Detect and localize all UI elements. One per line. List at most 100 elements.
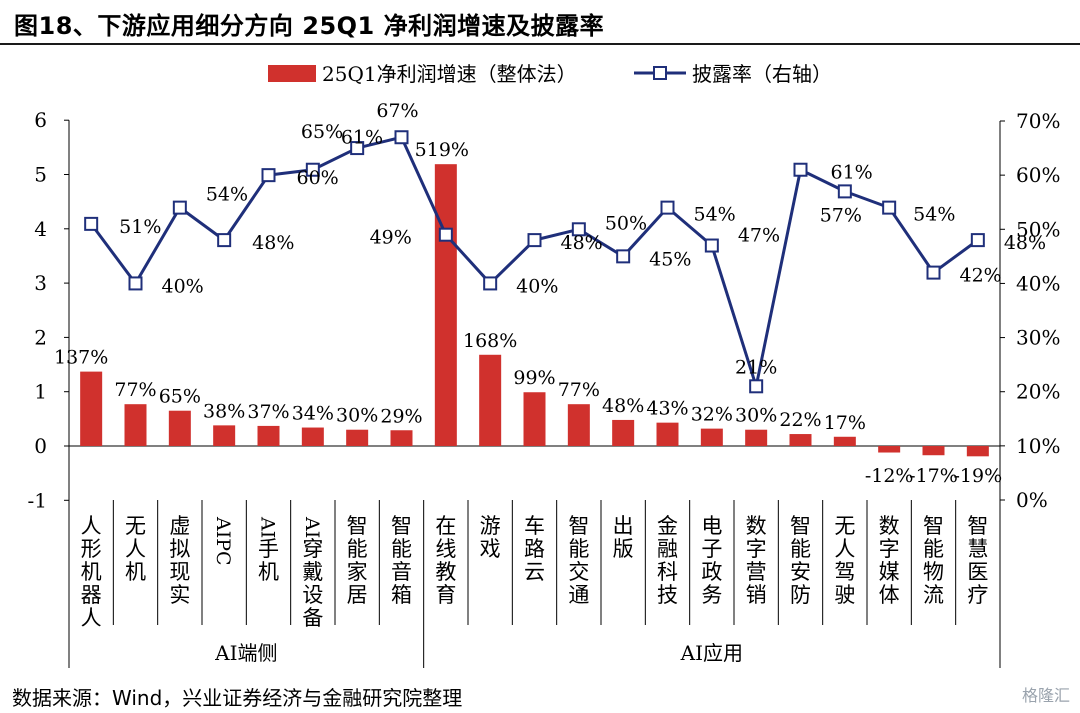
right-tick-label: 50% <box>1016 217 1060 241</box>
category-label-char: 无 <box>834 514 855 538</box>
bar <box>700 428 723 446</box>
category-label-char: 戏 <box>480 537 501 561</box>
left-tick-label: 6 <box>34 108 47 132</box>
line-data-label: 40% <box>516 275 558 297</box>
bar-data-label: -12% <box>865 465 914 487</box>
line-data-label: 54% <box>206 184 248 206</box>
category-label-char: 智 <box>923 514 944 538</box>
category-label-char: 智 <box>967 514 988 538</box>
bar-data-label: 38% <box>203 400 245 422</box>
category-label-char: 智 <box>347 514 368 538</box>
line-data-label: 51% <box>119 216 161 238</box>
right-tick-label: 40% <box>1016 271 1060 295</box>
category-label-char: 戴 <box>302 560 323 584</box>
line-point-marker <box>970 233 985 248</box>
category-label-char: 人 <box>81 514 102 538</box>
line-point-marker <box>217 233 232 248</box>
legend-line-label: 披露率（右轴） <box>692 62 832 86</box>
right-tick-label: 10% <box>1016 434 1060 458</box>
bar <box>80 371 103 446</box>
category-label-char: 能 <box>347 537 368 561</box>
category-label-char: 金 <box>657 514 678 538</box>
category-label-char: 备 <box>302 606 323 630</box>
line-point-marker <box>704 238 719 253</box>
line-point-marker <box>394 130 409 145</box>
category-label-char: 箱 <box>391 583 412 607</box>
line-data-label: 54% <box>694 204 736 226</box>
bar-data-label: 77% <box>558 379 600 401</box>
line-data-label: 60% <box>297 167 339 189</box>
category-label-char: 智 <box>391 514 412 538</box>
line-data-label: 48% <box>252 232 294 254</box>
category-label-char: 驾 <box>834 560 855 584</box>
category-label-char: 音 <box>391 560 412 584</box>
category-label-char: 电 <box>701 514 722 538</box>
title-divider <box>0 43 1080 45</box>
bar-data-label: 519% <box>415 139 469 161</box>
line-point-marker <box>527 233 542 248</box>
bar-data-label: 32% <box>691 404 733 426</box>
category-label-char: 手 <box>258 537 279 561</box>
bar-data-label: 22% <box>779 409 821 431</box>
left-tick-label: 2 <box>34 325 47 349</box>
category-label-char: 形 <box>81 537 102 561</box>
category-label-char: 防 <box>790 583 811 607</box>
category-label-char: 人 <box>81 606 102 630</box>
figure-title: 图18、下游应用细分方向 25Q1 净利润增速及披露率 <box>14 12 605 40</box>
bar <box>789 434 812 446</box>
bar <box>833 436 856 446</box>
bar-data-label: 17% <box>824 412 866 434</box>
category-label-char: 通 <box>568 583 589 607</box>
line-point-marker <box>438 227 453 242</box>
category-label-char: 拟 <box>169 537 190 561</box>
category-label-char: 智 <box>568 514 589 538</box>
group-label: AI端侧 <box>214 641 277 665</box>
line-point-marker <box>172 200 187 215</box>
bar <box>346 429 369 446</box>
line-point-marker <box>882 200 897 215</box>
line-point-marker <box>749 379 764 394</box>
line-point-marker <box>571 222 586 237</box>
legend-bar-label: 25Q1净利润增速（整体法） <box>322 62 577 86</box>
line-point-marker <box>128 276 143 291</box>
bar-data-label: 77% <box>114 379 156 401</box>
line-data-label: 65% <box>301 121 343 143</box>
line-data-label: 67% <box>376 100 418 122</box>
line-data-label: 57% <box>820 204 862 226</box>
category-label-char: 安 <box>790 560 811 584</box>
bar-data-label: 43% <box>646 398 688 420</box>
bar <box>213 425 236 446</box>
category-label-char: 字 <box>746 537 767 561</box>
bar <box>434 164 457 447</box>
bar-data-label: -17% <box>909 465 958 487</box>
category-label-char: 营 <box>746 560 767 584</box>
right-tick-label: 0% <box>1016 488 1048 512</box>
line-point-marker <box>84 216 99 231</box>
line-point-marker <box>350 141 365 156</box>
category-label-latin: AIPC <box>212 516 234 566</box>
category-label-char: 驶 <box>834 583 855 607</box>
bar <box>257 425 280 446</box>
category-label-char: 机 <box>125 560 146 584</box>
category-label-char: 能 <box>391 537 412 561</box>
category-label-char: 车 <box>524 514 545 538</box>
bar-data-label: 48% <box>602 395 644 417</box>
right-tick-label: 60% <box>1016 163 1060 187</box>
category-label-latin: AI <box>257 516 279 538</box>
line-data-label: 42% <box>960 265 1002 287</box>
left-tick-label: 4 <box>34 217 47 241</box>
bar <box>301 427 324 446</box>
category-label-char: 物 <box>923 560 944 584</box>
category-label-char: 能 <box>568 537 589 561</box>
category-label-char: 虚 <box>169 514 190 538</box>
left-tick-label: 5 <box>34 163 47 187</box>
category-label-char: 出 <box>613 514 634 538</box>
legend-bar-swatch <box>268 65 316 82</box>
bar-data-label: 34% <box>292 403 334 425</box>
category-label-char: 流 <box>923 583 944 607</box>
bar-data-label: 29% <box>380 405 422 427</box>
left-tick-label: -1 <box>28 488 47 512</box>
category-label-latin: AI <box>301 516 323 538</box>
line-data-label: 54% <box>913 204 955 226</box>
line-data-label: 61% <box>831 162 873 184</box>
